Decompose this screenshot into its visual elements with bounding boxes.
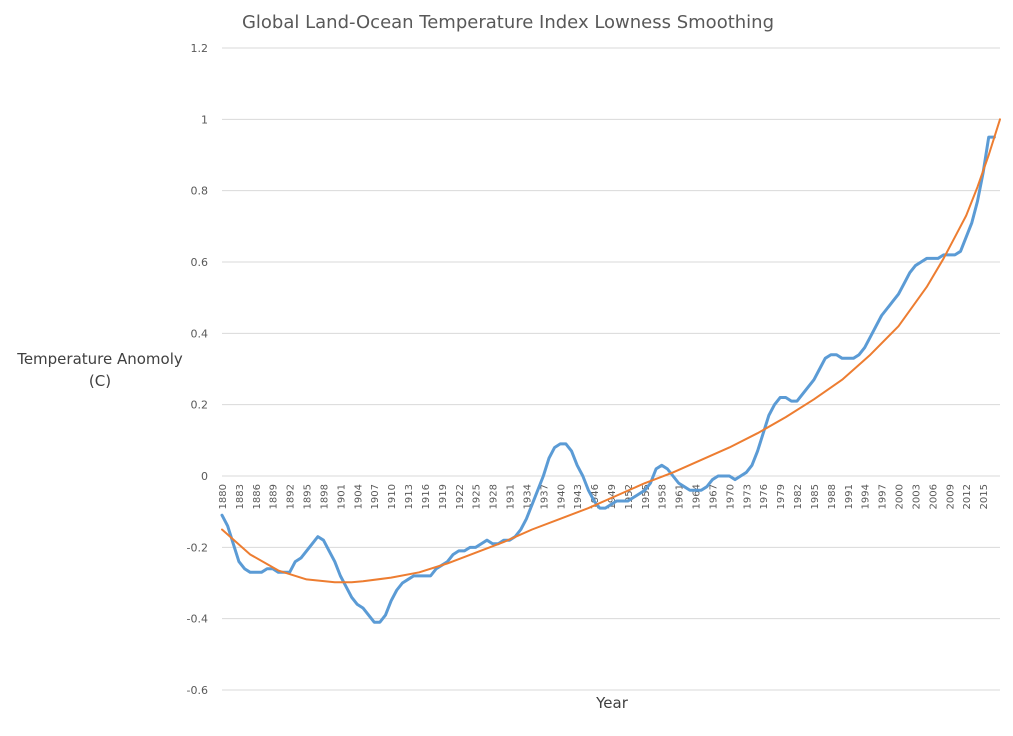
x-tick-label: 1916 (421, 484, 432, 509)
x-tick-label: 1964 (692, 484, 703, 509)
series-group (220, 118, 1001, 624)
y-tick-label: -0.2 (187, 541, 208, 554)
x-tick-label: 1913 (404, 484, 415, 509)
x-tick-label: 1940 (556, 484, 567, 509)
x-tick-label: 1988 (827, 484, 838, 509)
x-tick-label: 1886 (252, 484, 263, 509)
x-tick-label: 2000 (895, 484, 906, 509)
y-axis-label-line-1: Temperature Anomoly (16, 350, 183, 368)
x-tick-label: 1994 (861, 484, 872, 509)
y-tick-label: 1.2 (191, 42, 209, 55)
x-tick-label: 1961 (675, 484, 686, 509)
x-tick-label: 2009 (945, 484, 956, 509)
x-tick-label: 1991 (844, 484, 855, 509)
x-tick-label: 1997 (878, 484, 889, 509)
y-tick-label: 0.4 (191, 327, 209, 340)
x-tick-label: 1973 (742, 484, 753, 509)
x-tick-label: 1979 (776, 484, 787, 509)
x-tick-label: 1946 (590, 484, 601, 509)
x-tick-label: 1955 (641, 484, 652, 509)
x-tick-label: 1967 (708, 484, 719, 509)
x-tick-label: 1958 (658, 484, 669, 509)
x-tick-label: 1952 (624, 484, 635, 509)
x-tick-label: 1883 (235, 484, 246, 509)
y-tick-label: 0 (201, 470, 208, 483)
x-tick-label: 1895 (303, 484, 314, 509)
x-tick-label: 1889 (269, 484, 280, 509)
y-tick-label: 1 (201, 113, 208, 126)
x-tick-label: 1925 (472, 484, 483, 509)
chart-title: Global Land-Ocean Temperature Index Lown… (242, 12, 774, 33)
x-axis-ticks: 1880 1883 1886 1889 1892 1895 1898 1901 1904 1907… (218, 484, 990, 509)
y-tick-label: 0.8 (191, 185, 209, 198)
x-tick-label: 1928 (489, 484, 500, 509)
x-tick-label: 1898 (319, 484, 330, 509)
x-tick-label: 2012 (962, 484, 973, 509)
x-tick-label: 1976 (759, 484, 770, 509)
x-tick-label: 1985 (810, 484, 821, 509)
y-tick-label: -0.6 (187, 684, 208, 697)
y-axis-ticks: -0.6 -0.4 -0.2 0 0.2 0.4 0.6 0.8 1 1.2 (187, 42, 208, 697)
x-tick-label: 2003 (911, 484, 922, 509)
x-tick-label: 1922 (455, 484, 466, 509)
series-line-smoothed (221, 118, 1001, 584)
x-tick-label: 1880 (218, 484, 229, 509)
x-tick-label: 2006 (928, 484, 939, 509)
x-tick-label: 2015 (979, 484, 990, 509)
x-tick-label: 1937 (539, 484, 550, 509)
x-tick-label: 1934 (522, 484, 533, 509)
x-tick-label: 1892 (286, 484, 297, 509)
x-tick-label: 1904 (353, 484, 364, 509)
x-tick-label: 1931 (506, 484, 517, 509)
x-tick-label: 1907 (370, 484, 381, 509)
y-tick-label: 0.6 (191, 256, 209, 269)
y-axis-label-line-2: (C) (89, 372, 111, 390)
x-tick-label: 1910 (387, 484, 398, 509)
series-line-annual (220, 135, 996, 624)
y-tick-label: -0.4 (187, 613, 208, 626)
grid (222, 47, 1000, 691)
x-tick-label: 1901 (336, 484, 347, 509)
x-axis-label: Year (595, 694, 629, 712)
x-tick-label: 1982 (793, 484, 804, 509)
x-tick-label: 1919 (438, 484, 449, 509)
x-tick-label: 1943 (573, 484, 584, 509)
x-tick-label: 1970 (725, 484, 736, 509)
y-tick-label: 0.2 (191, 399, 209, 412)
